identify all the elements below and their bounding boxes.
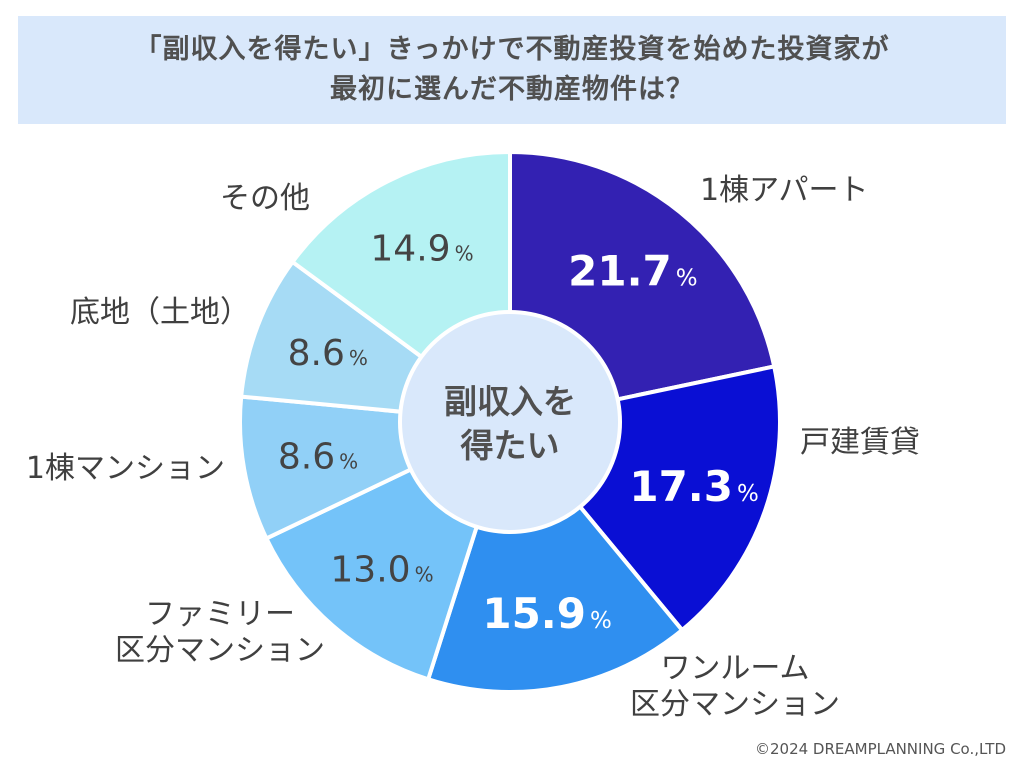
pie-value-label: 13.0% — [330, 550, 433, 591]
pie-center-hole — [398, 310, 622, 534]
pie-category-label: その他 — [220, 181, 310, 216]
pie-category-label: ワンルーム区分マンション — [630, 651, 840, 722]
pie-value-label: 15.9% — [482, 589, 612, 638]
pie-category-label: 1棟アパート — [700, 173, 869, 208]
pie-value-label: 8.6% — [278, 437, 358, 478]
pie-value-label: 8.6% — [288, 333, 368, 374]
pie-category-label: 底地（土地） — [70, 295, 250, 330]
pie-value-label: 17.3% — [629, 462, 759, 511]
center-label-line-2: 得たい — [460, 426, 560, 465]
title-banner: 「副収入を得たい」きっかけで不動産投資を始めた投資家が 最初に選んだ不動産物件は… — [18, 16, 1006, 124]
chart-title-line-1: 「副収入を得たい」きっかけで不動産投資を始めた投資家が — [134, 34, 890, 65]
pie-category-label: 戸建賃貸 — [800, 425, 920, 460]
pie-value-label: 21.7% — [568, 246, 698, 295]
pie-value-label: 14.9% — [370, 229, 473, 270]
pie-category-label: ファミリー区分マンション — [115, 597, 325, 668]
pie-category-label: 1棟マンション — [26, 451, 225, 486]
center-label-line-1: 副収入を — [444, 382, 576, 421]
pie-value-labels: 21.7 % 17.3 % 15.9 % 13.0 % 8.6 % 8.6 % 14.9% — [278, 229, 759, 638]
copyright-text: ©2024 DREAMPLANNING Co.,LTD — [754, 740, 1006, 758]
chart-title-line-2: 最初に選んだ不動産物件は？ — [330, 74, 694, 105]
